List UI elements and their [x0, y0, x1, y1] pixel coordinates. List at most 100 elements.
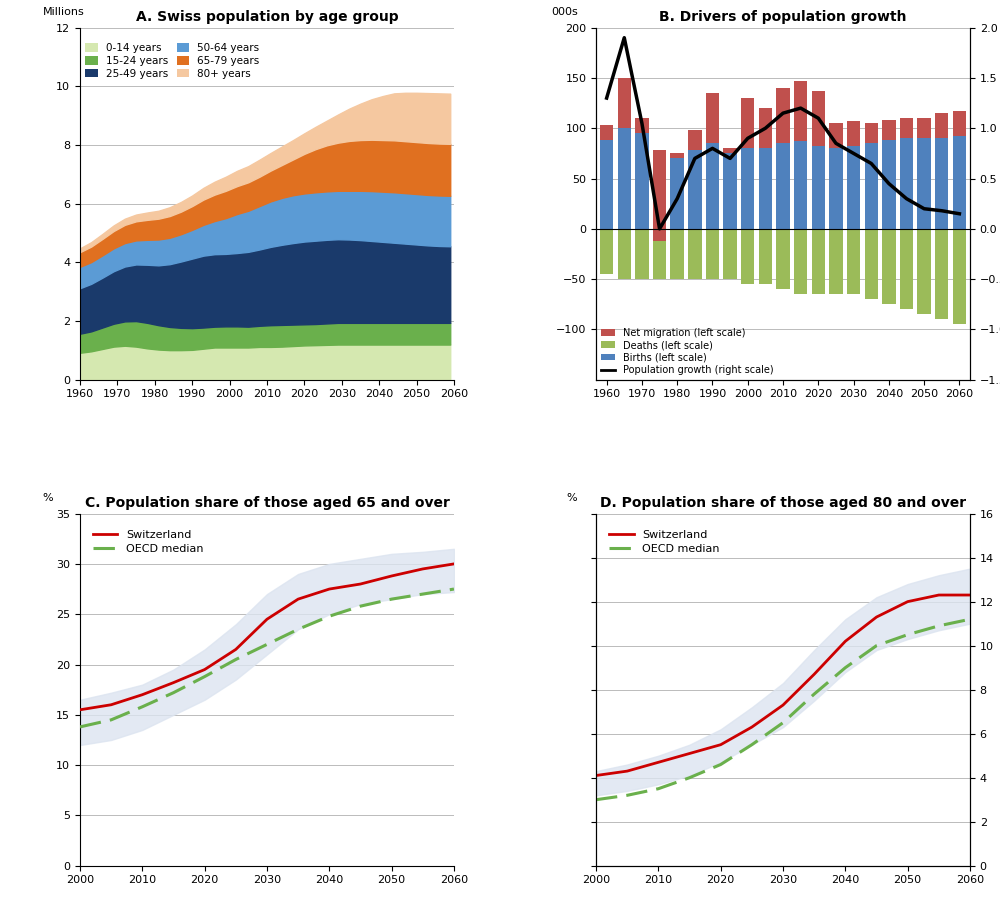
Bar [618, 228, 631, 279]
Bar [776, 228, 790, 289]
Legend: Switzerland, OECD median: Switzerland, OECD median [609, 530, 720, 554]
Bar [723, 154, 737, 228]
Bar [653, 228, 666, 279]
Bar [741, 148, 754, 228]
Switzerland [323, 584, 335, 595]
Switzerland [746, 721, 758, 732]
Bar [865, 123, 878, 144]
OECD median [684, 772, 696, 783]
Bar [935, 113, 948, 138]
OECD median [448, 584, 460, 595]
Switzerland [871, 612, 883, 623]
Bar [723, 228, 737, 279]
Bar [953, 228, 966, 324]
Bar [865, 144, 878, 228]
Switzerland [199, 664, 211, 675]
Bar [670, 228, 684, 279]
OECD median [354, 600, 366, 612]
Bar [882, 121, 896, 140]
Bar [917, 138, 931, 228]
Bar [847, 146, 860, 228]
Bar [776, 144, 790, 228]
Switzerland [590, 770, 602, 781]
Bar [900, 138, 913, 228]
Switzerland [74, 705, 86, 716]
Bar [635, 118, 649, 134]
Text: %: % [43, 493, 53, 503]
Switzerland [652, 757, 664, 768]
Bar [723, 148, 737, 154]
Bar [900, 118, 913, 138]
OECD median [715, 759, 727, 770]
Switzerland [902, 596, 914, 607]
OECD median [933, 621, 945, 632]
Bar [706, 228, 719, 279]
Bar [653, 150, 666, 241]
Bar [812, 228, 825, 294]
Bar [618, 128, 631, 228]
OECD median [261, 639, 273, 650]
Bar [829, 228, 843, 294]
Switzerland [354, 578, 366, 589]
OECD median [417, 589, 429, 600]
Switzerland [417, 564, 429, 575]
OECD median [652, 783, 664, 794]
Bar [688, 228, 702, 279]
Switzerland [136, 689, 148, 700]
Bar [635, 228, 649, 279]
Bar [882, 140, 896, 228]
Switzerland [808, 669, 820, 680]
Bar [688, 130, 702, 150]
Bar [706, 144, 719, 228]
Switzerland [777, 700, 789, 711]
Title: A. Swiss population by age group: A. Swiss population by age group [136, 10, 398, 24]
Bar [865, 228, 878, 299]
Bar [759, 228, 772, 285]
Bar [847, 122, 860, 146]
OECD median [386, 594, 398, 605]
Bar [688, 150, 702, 228]
Legend: Switzerland, OECD median: Switzerland, OECD median [93, 530, 204, 554]
Bar [953, 111, 966, 136]
Bar [794, 81, 807, 141]
OECD median [199, 671, 211, 682]
OECD median [902, 629, 914, 640]
Bar [935, 138, 948, 228]
Bar [900, 228, 913, 309]
Title: B. Drivers of population growth: B. Drivers of population growth [659, 10, 907, 24]
Switzerland [386, 570, 398, 581]
Bar [812, 91, 825, 146]
Bar [600, 125, 613, 140]
Switzerland [715, 740, 727, 751]
OECD median [292, 624, 304, 635]
Switzerland [964, 589, 976, 600]
Switzerland [292, 594, 304, 605]
Bar [917, 118, 931, 138]
Switzerland [230, 644, 242, 655]
Text: Millions: Millions [43, 7, 84, 17]
OECD median [777, 717, 789, 729]
Bar [829, 148, 843, 228]
OECD median [136, 701, 148, 712]
Bar [935, 228, 948, 320]
Bar [794, 228, 807, 294]
OECD median [323, 611, 335, 622]
Bar [635, 134, 649, 228]
Switzerland [167, 677, 179, 688]
Text: 000s: 000s [551, 7, 578, 17]
Bar [670, 154, 684, 158]
Bar [812, 146, 825, 228]
Title: C. Population share of those aged 65 and over: C. Population share of those aged 65 and… [85, 495, 449, 509]
Bar [600, 228, 613, 274]
Bar [670, 154, 684, 228]
Bar [759, 108, 772, 148]
Switzerland [684, 748, 696, 759]
Line: OECD median: OECD median [80, 589, 454, 727]
OECD median [230, 654, 242, 665]
OECD median [746, 740, 758, 751]
Bar [794, 141, 807, 228]
Legend: Net migration (left scale), Deaths (left scale), Births (left scale), Population: Net migration (left scale), Deaths (left… [601, 328, 774, 375]
Title: D. Population share of those aged 80 and over: D. Population share of those aged 80 and… [600, 495, 966, 509]
Bar [882, 228, 896, 304]
Text: %: % [566, 493, 577, 503]
